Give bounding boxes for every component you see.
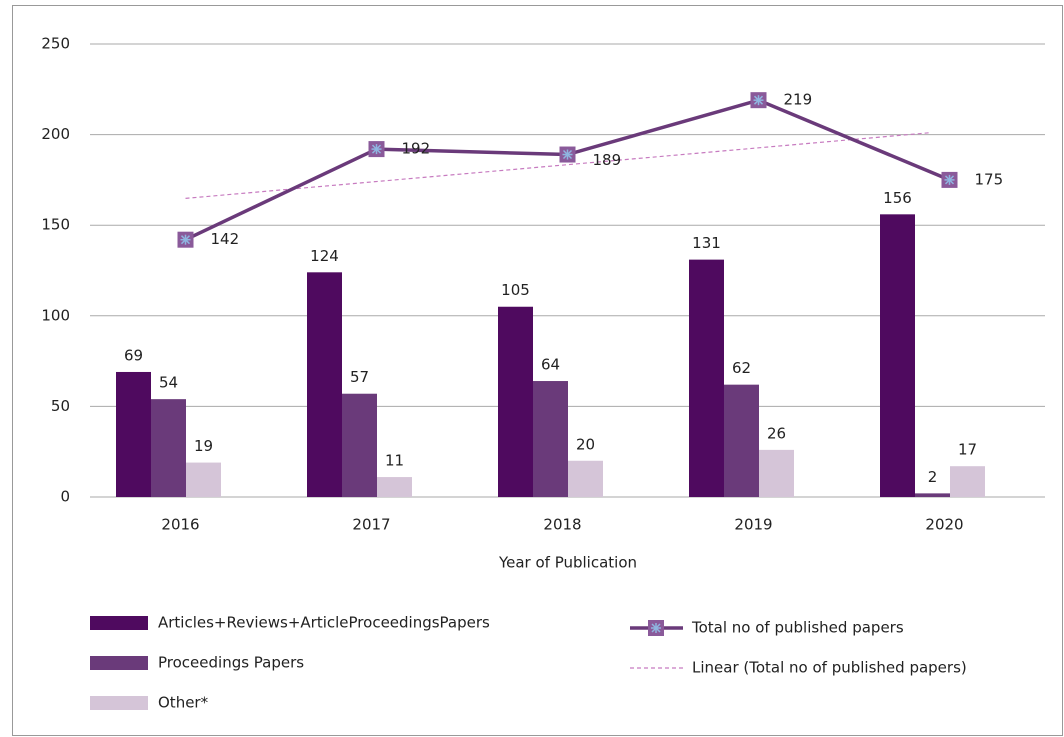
x-axis-title: Year of Publication xyxy=(498,554,637,572)
y-tick-label: 200 xyxy=(41,125,70,143)
bar xyxy=(568,460,603,497)
x-tick-label: 2019 xyxy=(734,516,772,534)
x-tick-label: 2018 xyxy=(543,516,581,534)
data-label: 131 xyxy=(692,234,721,252)
data-label: 57 xyxy=(350,368,369,386)
data-label: 142 xyxy=(211,230,240,248)
data-label: 124 xyxy=(310,247,339,265)
y-tick-label: 50 xyxy=(51,397,70,415)
bar xyxy=(151,399,186,497)
bar xyxy=(186,462,221,497)
legend-label: Proceedings Papers xyxy=(158,654,304,672)
data-label: 105 xyxy=(501,281,530,299)
data-label: 69 xyxy=(124,346,143,364)
bar xyxy=(533,381,568,497)
marker-star xyxy=(944,175,955,185)
legend-swatch xyxy=(90,696,148,710)
bar xyxy=(915,493,950,497)
y-tick-label: 150 xyxy=(41,216,70,234)
data-label: 189 xyxy=(593,151,622,169)
chart-border xyxy=(12,5,1063,736)
bar xyxy=(880,214,915,497)
data-label: 219 xyxy=(784,91,813,109)
legend-swatch xyxy=(90,656,148,670)
marker-star xyxy=(371,144,382,154)
data-label: 19 xyxy=(194,437,213,455)
x-tick-label: 2016 xyxy=(161,516,199,534)
line-series xyxy=(184,98,951,242)
bar xyxy=(342,393,377,497)
bar xyxy=(116,371,151,497)
data-label: 192 xyxy=(402,140,431,158)
data-label: 62 xyxy=(732,359,751,377)
bar xyxy=(759,449,794,497)
line-marker xyxy=(750,92,767,109)
data-label: 175 xyxy=(975,170,1004,188)
bar xyxy=(689,259,724,497)
data-label: 17 xyxy=(958,441,977,459)
marker-star xyxy=(562,150,573,160)
line-marker xyxy=(177,231,194,248)
data-label: 156 xyxy=(883,189,912,207)
data-label: 20 xyxy=(576,435,595,453)
marker-star xyxy=(180,235,191,245)
trend-line xyxy=(185,132,930,199)
line-marker xyxy=(648,620,664,636)
line-marker xyxy=(941,171,958,188)
data-label: 26 xyxy=(767,424,786,442)
marker-star xyxy=(651,623,661,633)
legend-label: Articles+Reviews+ArticleProceedingsPaper… xyxy=(158,614,490,632)
bar xyxy=(950,466,985,497)
data-label: 11 xyxy=(385,452,404,470)
data-label: 2 xyxy=(928,468,938,486)
y-tick-label: 250 xyxy=(41,35,70,53)
data-label: 54 xyxy=(159,374,178,392)
legend-label: Other* xyxy=(158,694,209,712)
legend-label: Total no of published papers xyxy=(691,619,904,637)
data-label: 64 xyxy=(541,356,560,374)
y-tick-label: 0 xyxy=(60,488,70,506)
y-tick-label: 100 xyxy=(41,306,70,324)
bar xyxy=(377,477,412,497)
line-marker xyxy=(368,141,385,158)
line-marker xyxy=(559,146,576,163)
marker-star xyxy=(753,95,764,105)
legend-label: Linear (Total no of published papers) xyxy=(692,659,967,677)
bar xyxy=(724,384,759,497)
bar xyxy=(307,272,342,497)
x-tick-label: 2017 xyxy=(352,516,390,534)
bar xyxy=(498,306,533,497)
legend-swatch xyxy=(90,616,148,630)
x-tick-label: 2020 xyxy=(925,516,963,534)
